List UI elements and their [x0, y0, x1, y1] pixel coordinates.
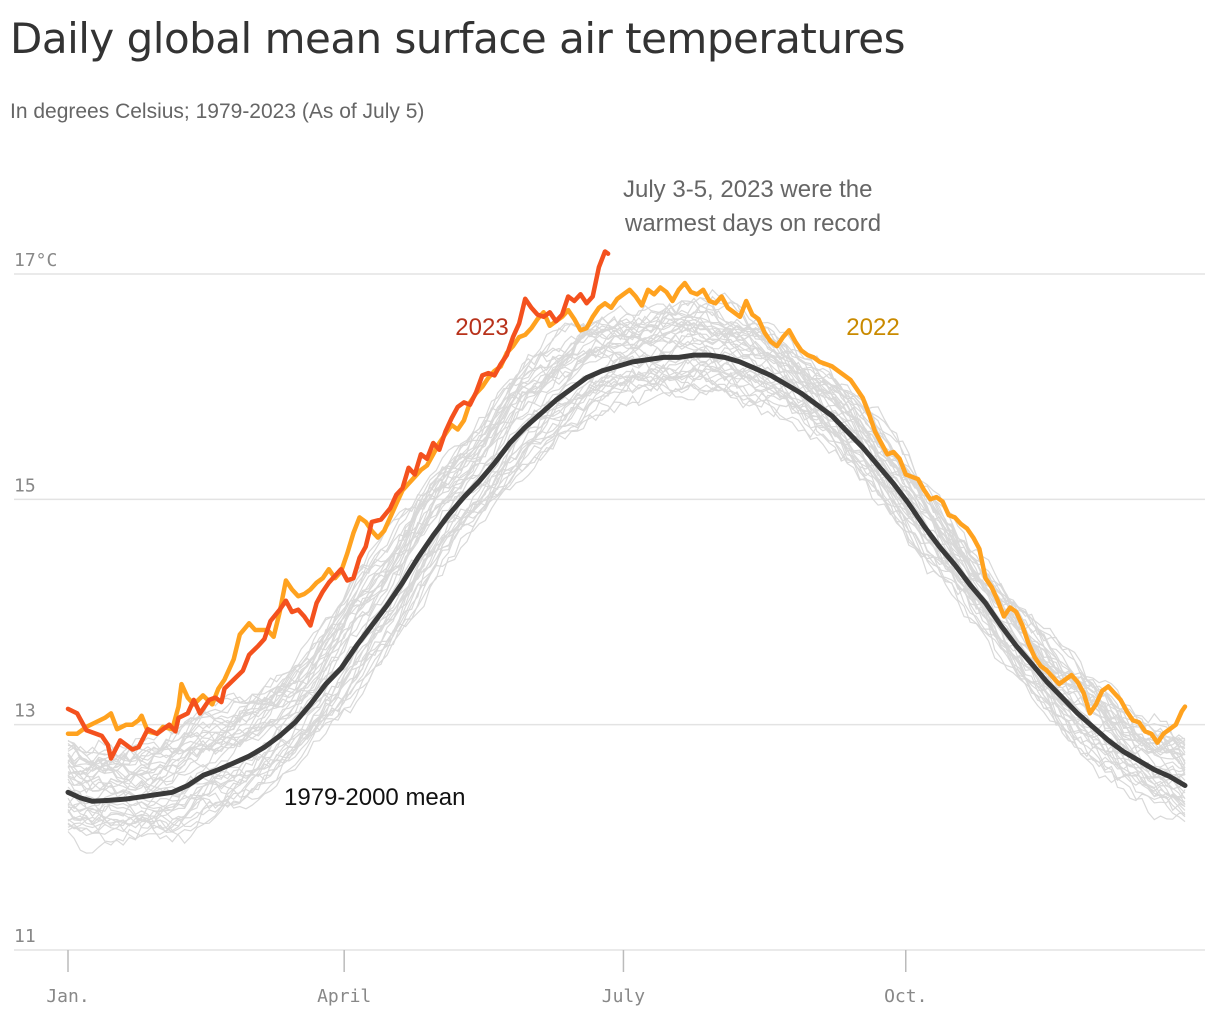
- other-year-line: [67, 302, 1186, 775]
- other-year-line: [67, 367, 1186, 828]
- grid-layer: [14, 273, 1205, 951]
- chart-subtitle: In degrees Celsius; 1979-2023 (As of Jul…: [10, 100, 425, 123]
- other-year-line: [67, 363, 1186, 829]
- series-line-mean: [65, 352, 1188, 804]
- other-year-line: [67, 297, 1186, 773]
- other-years-lines: [67, 288, 1186, 854]
- other-year-line: [67, 288, 1186, 772]
- y-tick-label: 11: [14, 926, 36, 947]
- other-year-line: [67, 332, 1186, 799]
- other-year-line: [67, 353, 1186, 829]
- other-year-line: [67, 324, 1186, 781]
- other-year-line: [67, 316, 1186, 781]
- other-year-line: [67, 318, 1186, 782]
- x-axis-ticks: Jan. April July Oct.: [46, 950, 927, 1007]
- annotations: 2023 2022 1979-2000 mean July 3-5, 2023 …: [284, 176, 900, 811]
- other-year-line: [67, 317, 1186, 790]
- other-year-line: [67, 309, 1186, 763]
- other-year-line: [67, 320, 1186, 776]
- other-year-line: [67, 301, 1186, 786]
- other-year-line: [67, 301, 1186, 772]
- y-tick-label: 17°C: [14, 250, 57, 271]
- series-line-2023: [65, 249, 611, 761]
- annotation-record-line-2: warmest days on record: [624, 210, 881, 237]
- x-tick-label: Jan.: [46, 986, 89, 1007]
- other-year-line: [67, 355, 1186, 813]
- chart-title: Daily global mean surface air temperatur…: [10, 14, 906, 63]
- other-year-line: [67, 349, 1186, 827]
- other-year-line: [67, 326, 1186, 799]
- label-2022: 2022: [846, 314, 899, 341]
- label-mean: 1979-2000 mean: [284, 784, 465, 811]
- other-year-line: [67, 350, 1186, 826]
- x-tick-label: April: [317, 986, 371, 1007]
- x-tick-label: July: [602, 986, 646, 1007]
- annotation-record-line-1: July 3-5, 2023 were the: [623, 176, 872, 203]
- y-tick-label: 15: [14, 475, 36, 496]
- other-year-line: [67, 370, 1186, 834]
- y-tick-label: 13: [14, 701, 36, 722]
- other-year-line: [67, 315, 1186, 784]
- x-tick-label: Oct.: [884, 986, 927, 1007]
- y-axis-ticks: 11 13 15 17°C: [14, 250, 57, 947]
- other-year-line: [67, 303, 1186, 761]
- other-year-line: [67, 368, 1186, 829]
- series-line-2022: [65, 280, 1188, 745]
- series-lines: [65, 249, 1188, 804]
- label-2023: 2023: [455, 314, 508, 341]
- other-year-line: [67, 362, 1186, 833]
- other-year-line: [67, 362, 1186, 854]
